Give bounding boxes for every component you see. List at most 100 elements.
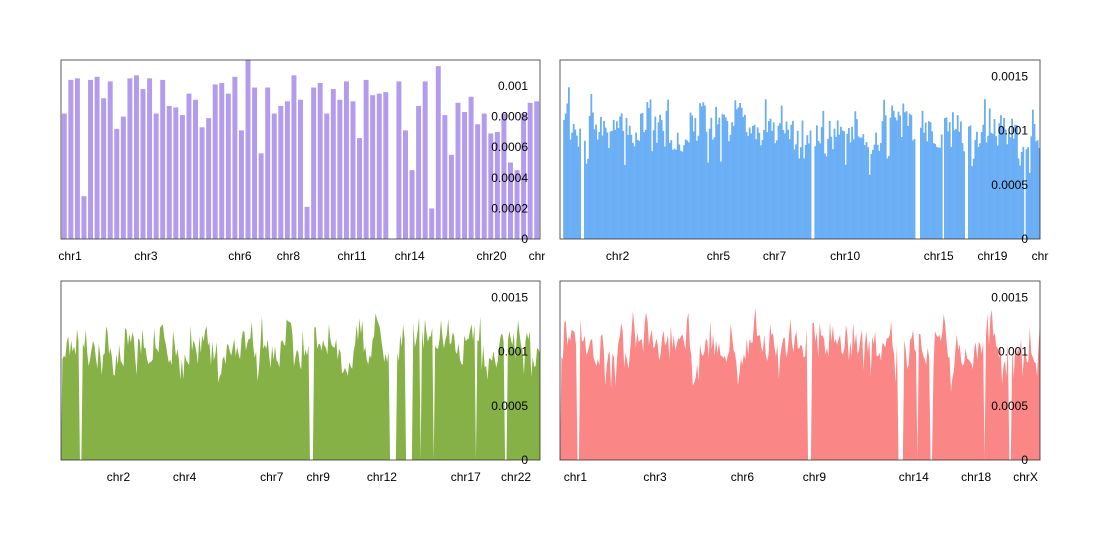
bar — [987, 135, 989, 239]
bar — [692, 131, 695, 239]
bar — [1016, 125, 1018, 239]
bar — [74, 78, 80, 239]
y-tick-label: 0 — [521, 453, 528, 467]
bar — [984, 99, 986, 239]
bar — [258, 153, 264, 239]
bar — [409, 170, 415, 239]
bar — [806, 135, 809, 239]
bar — [814, 146, 817, 239]
bar — [633, 146, 636, 239]
bar — [587, 158, 589, 239]
bar — [114, 128, 120, 239]
bar — [1028, 172, 1031, 239]
bar — [804, 145, 807, 239]
bar — [899, 115, 901, 239]
bar — [905, 111, 908, 239]
bar — [779, 123, 781, 239]
bar — [737, 107, 740, 240]
y-tick-label: 0.0008 — [491, 110, 528, 124]
bar — [707, 162, 709, 239]
bar — [564, 113, 567, 239]
bar — [956, 115, 959, 239]
bar — [534, 101, 540, 239]
bar — [780, 105, 783, 239]
bar — [271, 113, 277, 239]
bar — [609, 131, 612, 239]
bar — [514, 170, 520, 239]
bar — [376, 93, 382, 239]
bar — [232, 76, 238, 239]
x-tick-label: chr9 — [803, 470, 827, 484]
bar — [691, 115, 693, 239]
bar — [760, 145, 762, 239]
x-tick-label: chr3 — [643, 470, 667, 484]
bar — [932, 143, 935, 239]
bar — [873, 144, 876, 239]
x-tick-label: chr14 — [899, 470, 929, 484]
bar — [950, 147, 953, 239]
bar — [952, 112, 954, 239]
bar — [996, 145, 999, 239]
bar — [720, 161, 722, 239]
bar — [120, 116, 126, 239]
x-tick-label: chr15 — [924, 249, 954, 263]
bar — [588, 116, 591, 239]
bar — [652, 130, 655, 239]
bar — [160, 79, 166, 239]
bar — [238, 130, 244, 239]
bar — [774, 143, 777, 239]
bar — [955, 128, 957, 239]
bar — [704, 105, 706, 239]
bar — [907, 126, 909, 239]
bar — [723, 114, 725, 239]
bar — [660, 120, 663, 239]
bar — [788, 139, 791, 239]
bar — [990, 132, 993, 239]
bar — [689, 112, 692, 239]
bar — [646, 102, 649, 239]
x-tick-label: chr20 — [476, 249, 506, 263]
x-tick-label: chr19 — [977, 249, 1007, 263]
bar — [1035, 141, 1037, 239]
bar — [1017, 158, 1020, 239]
bar — [856, 119, 858, 239]
bar — [928, 121, 930, 239]
bar — [699, 103, 701, 239]
bar — [825, 156, 828, 239]
bar — [107, 81, 113, 239]
bar — [501, 113, 507, 239]
bar — [809, 130, 812, 239]
bar — [772, 122, 775, 239]
bar — [726, 120, 729, 239]
bar — [841, 130, 844, 239]
bar — [219, 82, 225, 239]
bar — [896, 120, 898, 239]
bar — [304, 206, 310, 239]
bar — [608, 148, 610, 239]
bar — [777, 125, 780, 239]
bar — [945, 117, 948, 239]
bar — [576, 135, 578, 239]
bar — [724, 117, 727, 239]
bar — [1030, 136, 1033, 239]
bar — [830, 136, 833, 239]
x-tick-label: chr6 — [228, 249, 252, 263]
bar — [252, 87, 258, 239]
bar — [710, 117, 713, 239]
bar — [865, 142, 868, 239]
bar — [742, 116, 745, 239]
bar — [1020, 152, 1023, 239]
bar — [670, 140, 673, 239]
bar — [734, 100, 737, 240]
bar — [1038, 148, 1041, 239]
bar — [803, 158, 805, 239]
bar — [1014, 124, 1017, 239]
bar — [836, 120, 839, 239]
bar — [1036, 140, 1039, 239]
bar — [527, 102, 533, 239]
bar — [481, 113, 487, 239]
area-series — [61, 313, 540, 460]
y-tick-label: 0.0005 — [991, 178, 1028, 192]
bar — [923, 132, 925, 239]
bar — [800, 147, 802, 239]
